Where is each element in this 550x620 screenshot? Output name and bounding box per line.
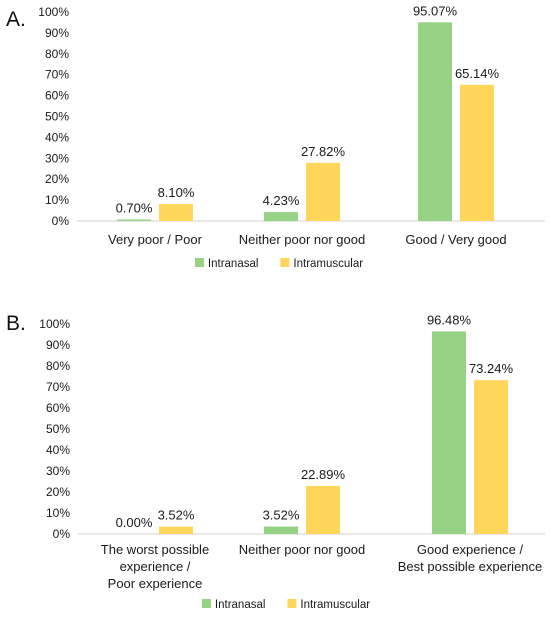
bar-intramuscular bbox=[474, 380, 508, 534]
y-tick-label: 90% bbox=[46, 338, 70, 352]
bar-intramuscular bbox=[159, 204, 193, 221]
bar-intranasal bbox=[264, 212, 298, 221]
y-tick-label: 40% bbox=[46, 443, 70, 457]
y-tick-label: 50% bbox=[45, 110, 69, 124]
category-label-line: Best possible experience bbox=[398, 559, 543, 574]
data-label: 3.52% bbox=[158, 508, 195, 523]
y-tick-label: 0% bbox=[52, 214, 70, 228]
bar-intramuscular bbox=[306, 485, 340, 534]
legend-label-intramuscular: Intramuscular bbox=[293, 258, 363, 270]
chart-panel-b: B. 0% 10% 20% 30% 40% 50% 60% 70% 80% 90% 100% 0.00… bbox=[0, 308, 550, 620]
y-tick-label: 40% bbox=[45, 130, 69, 144]
category-label-line: experience / bbox=[120, 559, 191, 574]
chart-a-svg: 0% 10% 20% 30% 40% 50% 60% 70% 80% 90% 100% 0.70% 8.… bbox=[38, 3, 545, 270]
y-tick-label: 60% bbox=[45, 89, 69, 103]
data-label: 4.23% bbox=[263, 193, 300, 208]
y-tick-label: 70% bbox=[45, 68, 69, 82]
bar-intramuscular bbox=[159, 526, 193, 534]
legend-swatch-intranasal bbox=[201, 599, 211, 608]
data-label: 95.07% bbox=[413, 3, 458, 18]
legend-swatch-intramuscular bbox=[287, 599, 297, 608]
data-label: 65.14% bbox=[455, 66, 500, 81]
y-tick-label: 10% bbox=[46, 506, 70, 520]
y-tick-label: 50% bbox=[46, 422, 70, 436]
y-tick-label: 70% bbox=[46, 380, 70, 394]
chart-b-svg: 0% 10% 20% 30% 40% 50% 60% 70% 80% 90% 100% 0.00% 3.… bbox=[39, 312, 545, 611]
bar-intranasal bbox=[117, 219, 151, 221]
category-label-line: Good / Very good bbox=[405, 232, 506, 247]
category-label-line: Good experience / bbox=[417, 542, 524, 557]
category-label-line: The worst possible bbox=[101, 542, 209, 557]
data-label: 96.48% bbox=[427, 312, 472, 327]
y-tick-label: 100% bbox=[39, 317, 70, 331]
legend-label-intranasal: Intranasal bbox=[215, 599, 266, 611]
legend-swatch-intranasal bbox=[194, 258, 204, 267]
y-tick-label: 60% bbox=[46, 401, 70, 415]
category-label-line: Neither poor nor good bbox=[239, 232, 365, 247]
category-label: Neither poor nor good bbox=[239, 542, 365, 557]
panel-b-label: B. bbox=[6, 312, 26, 335]
data-label: 27.82% bbox=[301, 144, 346, 159]
y-tick-label: 20% bbox=[45, 172, 69, 186]
y-tick-label: 90% bbox=[45, 26, 69, 40]
chart-panel-a: A. 0% 10% 20% 30% 40% 50% 60% 70% 80% 90% 100% 0.70… bbox=[0, 0, 550, 300]
data-label: 8.10% bbox=[158, 185, 195, 200]
y-tick-label: 0% bbox=[53, 527, 71, 541]
bar-intramuscular bbox=[306, 162, 340, 221]
bar-intramuscular bbox=[460, 84, 494, 222]
bar-intranasal bbox=[432, 331, 466, 534]
y-tick-label: 10% bbox=[45, 193, 69, 207]
data-label: 73.24% bbox=[469, 361, 514, 376]
y-tick-label: 80% bbox=[45, 47, 69, 61]
category-label-line: Poor experience bbox=[108, 576, 203, 591]
category-label-line: Very poor / Poor bbox=[108, 232, 203, 247]
data-label: 3.52% bbox=[263, 508, 300, 523]
data-label: 22.89% bbox=[301, 467, 346, 482]
legend-label-intramuscular: Intramuscular bbox=[300, 599, 370, 611]
category-label: Good / Very good bbox=[405, 232, 506, 247]
panel-a-label: A. bbox=[6, 8, 26, 31]
y-tick-label: 100% bbox=[38, 5, 69, 19]
y-tick-label: 20% bbox=[46, 485, 70, 499]
bar-intranasal bbox=[264, 526, 298, 534]
bar-intranasal bbox=[418, 22, 452, 222]
y-tick-label: 30% bbox=[46, 464, 70, 478]
category-label: The worst possible experience / Poor exper… bbox=[101, 542, 209, 591]
category-label: Very poor / Poor bbox=[108, 232, 203, 247]
y-tick-label: 30% bbox=[45, 151, 69, 165]
legend-swatch-intramuscular bbox=[280, 258, 290, 267]
data-label: 0.70% bbox=[116, 201, 153, 216]
data-label: 0.00% bbox=[116, 515, 153, 530]
y-tick-label: 80% bbox=[46, 359, 70, 373]
category-label: Good experience / Best possible experienc… bbox=[398, 542, 543, 574]
category-label-line: Neither poor nor good bbox=[239, 542, 365, 557]
category-label: Neither poor nor good bbox=[239, 232, 365, 247]
legend-label-intranasal: Intranasal bbox=[208, 258, 259, 270]
